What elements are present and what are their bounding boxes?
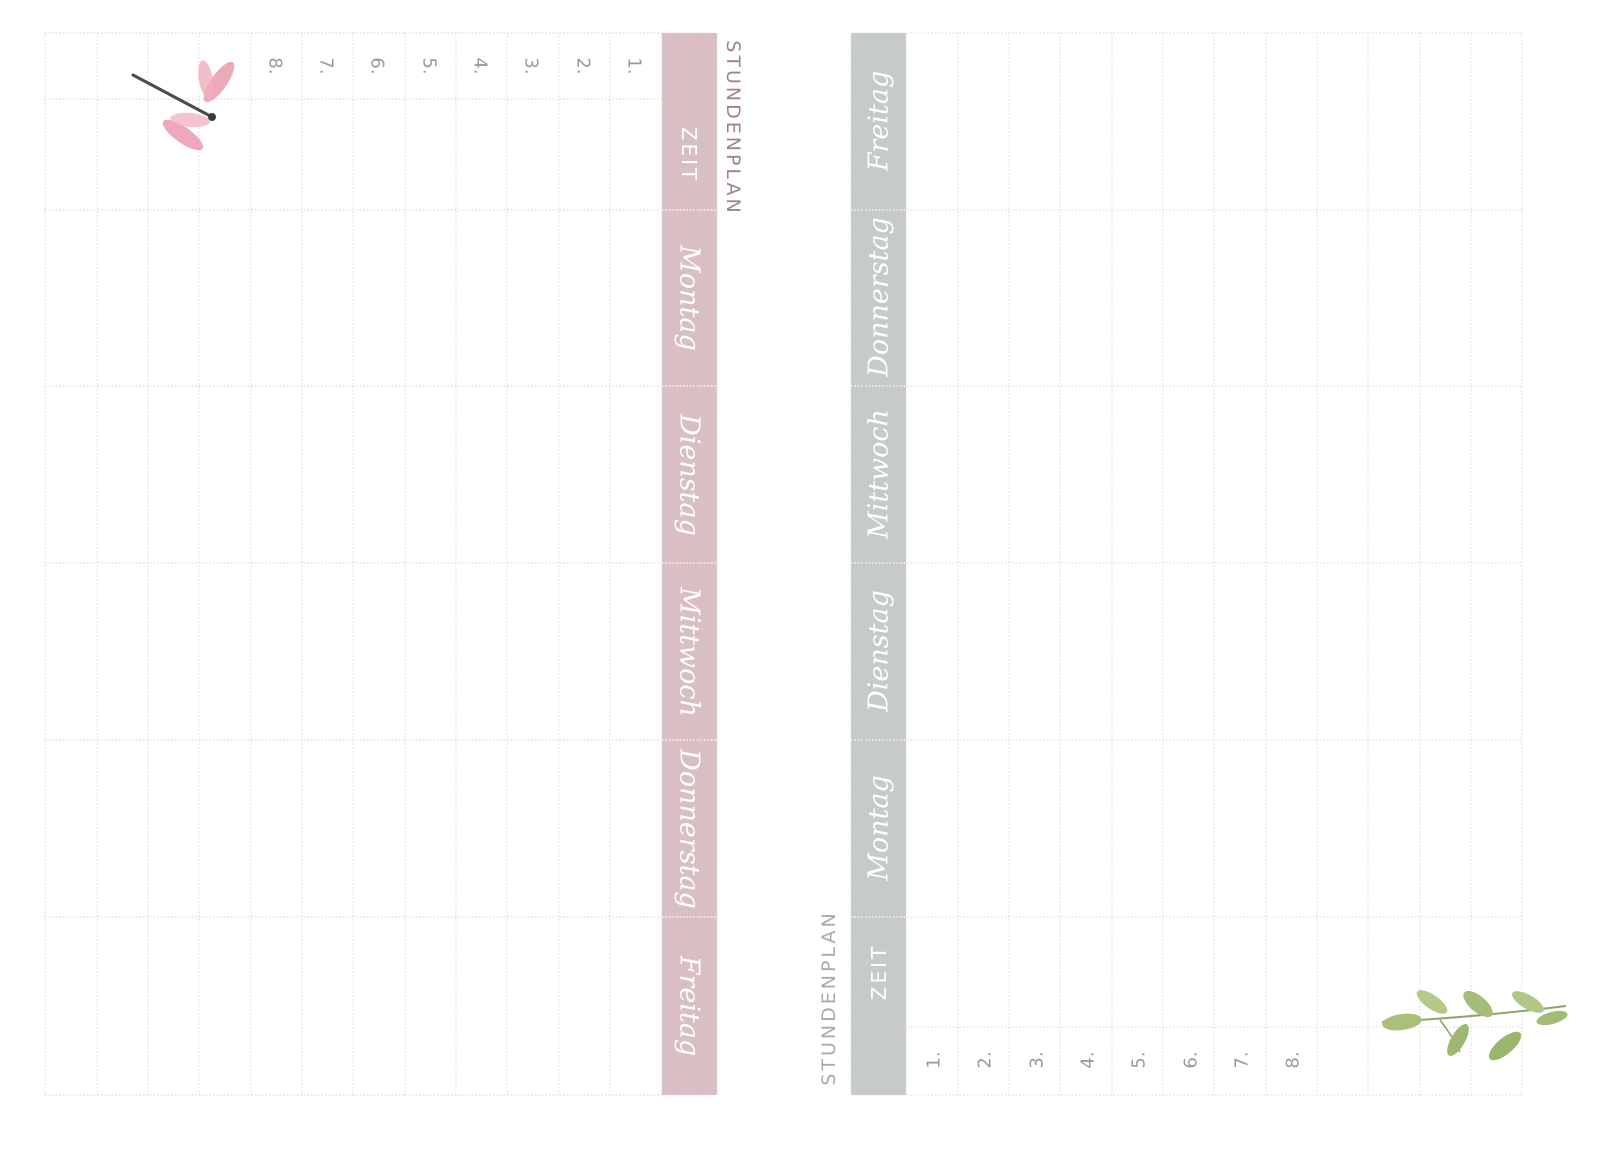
right-period-number: 4. — [1077, 1051, 1099, 1069]
right-period-number: 2. — [974, 1051, 996, 1069]
left-day-header-friday: Freitag — [673, 955, 705, 1057]
left-header-band — [662, 33, 717, 1095]
dragonfly-icon — [131, 60, 235, 151]
right-day-header-friday: Freitag — [863, 70, 895, 172]
left-time-header: ZEIT — [677, 126, 701, 184]
left-period-number: 5. — [418, 57, 440, 75]
left-period-number: 3. — [520, 57, 542, 75]
right-period-number: 7. — [1231, 1051, 1253, 1069]
left-day-header-thursday: Donnerstag — [673, 749, 705, 909]
right-day-header-monday: Montag — [863, 775, 895, 881]
right-time-header: ZEIT — [867, 943, 891, 1001]
right-period-number: 3. — [1026, 1051, 1048, 1069]
left-day-header-monday: Montag — [673, 245, 705, 351]
right-period-number: 1. — [923, 1051, 945, 1069]
right-day-header-wednesday: Mittwoch — [863, 409, 895, 539]
left-period-number: 6. — [366, 57, 388, 75]
right-day-header-tuesday: Dienstag — [863, 590, 895, 712]
right-period-number: 8. — [1282, 1051, 1304, 1069]
left-day-header-tuesday: Dienstag — [673, 414, 705, 536]
right-period-number: 6. — [1180, 1051, 1202, 1069]
leaf-branch-icon — [1381, 990, 1568, 1061]
left-day-header-wednesday: Mittwoch — [673, 587, 705, 717]
right-page-title: STUNDENPLAN — [818, 910, 840, 1086]
left-period-number: 2. — [572, 57, 594, 75]
left-period-number: 8. — [264, 57, 286, 75]
left-grid-lines — [44, 32, 718, 1096]
left-period-number: 1. — [623, 57, 645, 75]
right-day-header-thursday: Donnerstag — [863, 217, 895, 377]
right-period-number: 5. — [1128, 1051, 1150, 1069]
left-page-title: STUNDENPLAN — [722, 40, 744, 216]
right-header-band — [851, 33, 906, 1095]
left-period-number: 4. — [469, 57, 491, 75]
left-period-number: 7. — [315, 57, 337, 75]
